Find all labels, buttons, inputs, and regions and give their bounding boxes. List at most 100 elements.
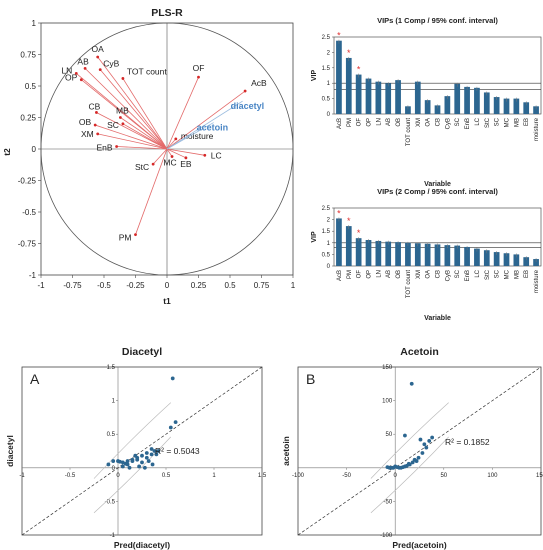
loading-label: AcB	[251, 78, 267, 88]
data-point	[150, 462, 155, 467]
vip-bar	[523, 257, 530, 266]
loading-vector	[166, 148, 173, 157]
vip-bar	[414, 81, 421, 114]
data-point	[125, 459, 130, 463]
loading-vector	[99, 69, 168, 150]
loading-label: CyB	[103, 59, 119, 69]
loading-point	[134, 233, 137, 237]
vip-bar	[385, 83, 392, 114]
vip-bar	[483, 250, 490, 266]
response-label: acetoin	[197, 123, 229, 133]
x-tick-label: 0.25	[191, 281, 207, 290]
loading-point	[96, 55, 100, 59]
loading-vector	[166, 90, 246, 150]
vip-category-label: LN	[376, 118, 382, 126]
vip-category-label: OB	[396, 270, 402, 279]
vip-bar	[513, 254, 520, 266]
x-tick-label: 0	[394, 473, 398, 479]
vip-category-label: MB	[514, 118, 520, 127]
lower-confidence-curve	[93, 436, 172, 514]
panel-label: A	[30, 371, 40, 387]
obs-pred-panel-b: AcetoinB-100-50050100150150100500-50-100…	[281, 346, 543, 550]
loading-point	[121, 122, 125, 126]
r-squared-annotation: R² = 0.1852	[445, 437, 490, 447]
vip-bar	[375, 240, 382, 266]
vip-bar	[424, 243, 431, 266]
vip-category-label: CyB	[445, 118, 451, 129]
vip-category-label: AB	[386, 270, 392, 278]
vip-significance-star: *	[357, 65, 361, 75]
x-tick-label: -0.5	[97, 281, 111, 290]
data-point	[168, 425, 173, 430]
x-tick-label: -0.5	[65, 473, 76, 479]
vip-category-label: OB	[396, 118, 402, 127]
vip-category-label: moisture	[534, 269, 540, 293]
x-tick-label: 0.5	[162, 473, 171, 479]
vip-y-tick-label: 0.5	[322, 97, 331, 103]
vip-title: VIPs (1 Comp / 95% conf. interval)	[377, 16, 498, 25]
loading-label: OA	[92, 44, 105, 54]
scatter-title: Diacetyl	[122, 346, 162, 358]
y-tick-label: -100	[380, 533, 393, 539]
plsr-title: PLS-R	[151, 7, 183, 19]
vip-category-label: AcB	[337, 270, 343, 281]
vip-bar	[474, 87, 480, 114]
y-axis-label: diacetyl	[5, 435, 15, 467]
vip-bar	[464, 86, 470, 114]
vip-category-label: EnB	[465, 118, 471, 129]
data-point	[420, 451, 425, 455]
vip-y-tick-label: 1.5	[322, 229, 331, 235]
vip-bar	[454, 245, 461, 266]
loading-vector	[122, 78, 168, 150]
y-tick-label: 0.25	[20, 114, 36, 123]
vip-category-label: CB	[436, 270, 442, 278]
x-tick-label: 0.5	[224, 281, 236, 290]
loading-label: OB	[79, 117, 92, 127]
vip-bar	[424, 100, 431, 114]
y-tick-label: 0.5	[107, 432, 116, 438]
data-point	[418, 437, 423, 442]
vip-category-label: CyB	[445, 270, 451, 281]
data-point	[410, 460, 415, 465]
x-axis-label: Pred(diacetyl)	[114, 540, 170, 550]
data-point	[170, 376, 175, 381]
vip-significance-star: *	[337, 208, 341, 218]
vip-category-label: MC	[505, 117, 511, 127]
data-point	[427, 439, 432, 443]
data-point	[152, 449, 157, 453]
data-point	[424, 445, 429, 450]
obs-pred-panel-a: Diacetyl A -1 -0.5 0 0.5 1 1.5 1.5 1 0.5 0 -0.5 -1 R² …	[5, 346, 267, 550]
vip-y-axis-label: VIP	[311, 70, 318, 82]
vip-x-axis-label: Variable	[424, 315, 451, 322]
loading-vector	[122, 123, 168, 150]
x-tick-label: 1	[212, 473, 216, 479]
loading-label: EnB	[97, 142, 113, 152]
data-point	[154, 452, 159, 457]
loading-vector	[96, 112, 168, 150]
data-point	[106, 462, 111, 467]
y-tick-label: -50	[384, 499, 393, 505]
vip-bar	[336, 218, 342, 266]
data-point	[144, 451, 149, 455]
y-tick-label: 1	[112, 399, 116, 405]
loading-point	[203, 153, 207, 157]
loading-label: CB	[89, 101, 101, 111]
vip-bar	[474, 248, 480, 266]
x-tick-label: 0	[165, 281, 170, 290]
vip-bar	[434, 105, 441, 114]
loading-point	[243, 89, 247, 93]
loading-label: TOT count	[127, 66, 167, 76]
vip-category-label: SC	[455, 117, 461, 126]
x-tick-label: -1	[19, 473, 25, 479]
data-point	[144, 455, 149, 460]
plsr-panel: PLS-R -1 -0.75 -0.5 -0.25 0 0.25 0.5 0.75 1 1 0.75 0…	[2, 7, 296, 306]
vip-bar	[375, 81, 382, 114]
vip-category-label: AcB	[337, 118, 343, 129]
y-axis-label: t2	[2, 148, 12, 156]
vip-significance-star: *	[337, 31, 341, 41]
vip-category-label: OP	[367, 118, 373, 127]
vip-bar	[355, 238, 362, 266]
x-tick-label: 1.5	[258, 473, 267, 479]
vip-bar	[345, 57, 352, 114]
